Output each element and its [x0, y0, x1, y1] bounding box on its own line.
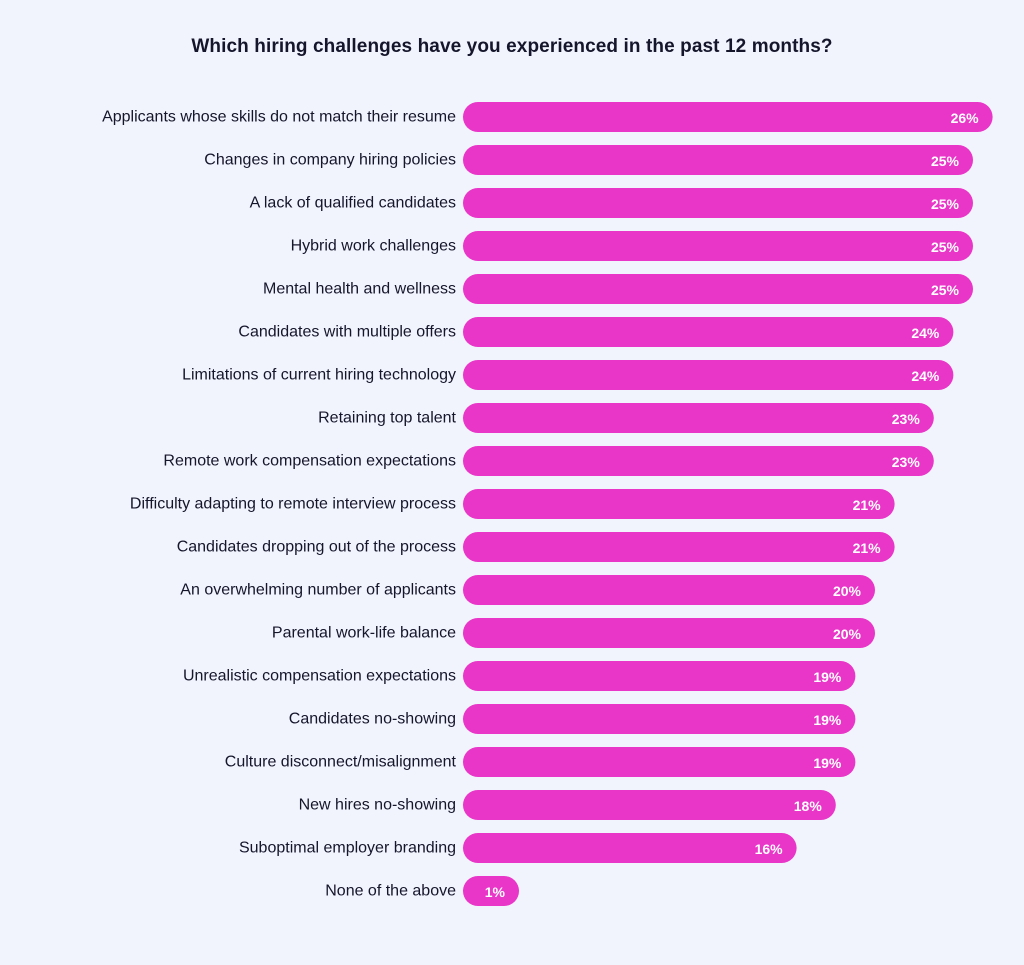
value-label: 24%	[911, 368, 940, 384]
value-label: 21%	[853, 540, 882, 556]
category-label: An overwhelming number of applicants	[180, 582, 456, 599]
category-label: Candidates no-showing	[289, 711, 456, 728]
value-label: 25%	[931, 282, 960, 298]
category-label: Unrealistic compensation expectations	[183, 668, 456, 685]
bar	[463, 403, 934, 433]
bar	[463, 833, 797, 863]
category-label: Difficulty adapting to remote interview …	[130, 496, 456, 513]
value-label: 25%	[931, 153, 960, 169]
bar	[463, 317, 954, 347]
bar	[463, 274, 973, 304]
category-label: Culture disconnect/misalignment	[225, 754, 457, 771]
bar	[463, 618, 875, 648]
category-label: Changes in company hiring policies	[204, 152, 456, 169]
value-label: 23%	[892, 411, 921, 427]
value-label: 20%	[833, 583, 862, 599]
category-label: Parental work-life balance	[272, 625, 456, 642]
category-label: Suboptimal employer branding	[239, 840, 456, 857]
bar	[463, 102, 993, 132]
bar	[463, 661, 856, 691]
category-label: Candidates dropping out of the process	[177, 539, 456, 556]
value-label: 21%	[853, 497, 882, 513]
value-label: 19%	[813, 712, 842, 728]
category-label: Mental health and wellness	[263, 281, 456, 298]
category-label: Candidates with multiple offers	[238, 324, 456, 341]
bar	[463, 704, 856, 734]
category-label: New hires no-showing	[299, 797, 456, 814]
category-label: Limitations of current hiring technology	[182, 367, 456, 384]
category-label: Remote work compensation expectations	[163, 453, 456, 470]
value-label: 20%	[833, 626, 862, 642]
bar	[463, 532, 895, 562]
bar	[463, 575, 875, 605]
category-label: Hybrid work challenges	[291, 238, 456, 255]
value-label: 25%	[931, 239, 960, 255]
bar	[463, 790, 836, 820]
value-label: 26%	[951, 110, 980, 126]
value-label: 19%	[813, 669, 842, 685]
bar	[463, 360, 954, 390]
category-label: None of the above	[325, 883, 456, 900]
value-label: 1%	[485, 884, 506, 900]
category-label: A lack of qualified candidates	[250, 195, 456, 212]
category-label: Applicants whose skills do not match the…	[102, 109, 456, 126]
bar	[463, 489, 895, 519]
value-label: 16%	[755, 841, 784, 857]
value-label: 25%	[931, 196, 960, 212]
category-label: Retaining top talent	[318, 410, 456, 427]
bar	[463, 188, 973, 218]
bar	[463, 446, 934, 476]
bar	[463, 747, 856, 777]
value-label: 18%	[794, 798, 823, 814]
value-label: 19%	[813, 755, 842, 771]
bar	[463, 231, 973, 261]
chart-title: Which hiring challenges have you experie…	[191, 36, 833, 57]
value-label: 24%	[911, 325, 940, 341]
value-label: 23%	[892, 454, 921, 470]
bar	[463, 876, 519, 906]
bar	[463, 145, 973, 175]
